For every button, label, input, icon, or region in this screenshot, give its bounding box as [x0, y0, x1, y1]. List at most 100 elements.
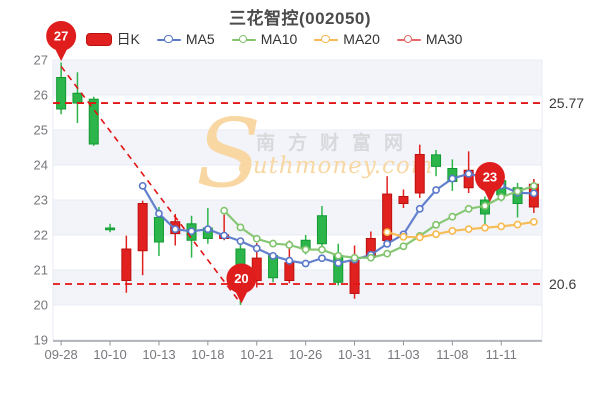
price-balloon-label: 27: [54, 28, 68, 43]
candle-body: [398, 196, 409, 204]
legend-item-ma30[interactable]: MA30: [396, 32, 462, 47]
ma5-marker: [203, 225, 212, 234]
reference-line-label: 20.6: [549, 276, 576, 292]
ma20-marker: [497, 222, 506, 231]
ma5-marker: [155, 209, 163, 218]
legend-label: MA5: [185, 31, 215, 47]
ma20-marker: [464, 225, 473, 234]
line-marker-icon: [314, 34, 339, 45]
trend-line: [60, 65, 242, 304]
ma10-marker: [513, 187, 522, 196]
ma5-marker: [138, 181, 147, 190]
x-axis-tick-label: 10-13: [142, 347, 175, 362]
x-axis-tick-label: 09-28: [45, 347, 78, 362]
y-axis-tick-label: 22: [34, 228, 48, 243]
candle-body: [88, 98, 99, 145]
ma10-marker: [301, 245, 310, 254]
ma5-marker: [448, 174, 457, 183]
page-title: 三花智控(002050): [228, 9, 372, 28]
candle-body: [137, 203, 148, 252]
legend-item-ma10[interactable]: MA10: [231, 31, 298, 47]
line-marker-icon: [231, 34, 256, 45]
legend-item-day-k[interactable]: 日K: [85, 32, 140, 47]
ma20-marker: [529, 217, 538, 226]
candle-body: [56, 77, 67, 110]
ma5-marker: [529, 189, 538, 198]
ma10-marker: [481, 201, 489, 210]
ma20-marker: [481, 223, 489, 232]
y-axis-tick-label: 21: [34, 263, 48, 278]
ma10-marker: [497, 193, 506, 201]
y-axis-tick-label: 20: [34, 298, 48, 313]
ma10-marker: [318, 245, 326, 254]
ma20-marker: [448, 226, 457, 235]
ma5-marker: [383, 239, 392, 248]
candle-body: [431, 154, 442, 167]
ma10-marker: [285, 241, 294, 249]
price-balloon: [46, 20, 77, 51]
ma5-marker: [187, 227, 196, 236]
candlestick-swatch-icon: [85, 33, 112, 46]
legend-item-ma20[interactable]: MA20: [314, 32, 380, 47]
ma10-marker: [269, 239, 277, 248]
ma20-marker: [513, 220, 522, 229]
ma5-marker: [464, 169, 473, 178]
ma10-marker: [399, 242, 408, 251]
ma10-marker: [464, 204, 473, 213]
price-balloon: [226, 263, 257, 294]
grid-band: [53, 130, 542, 165]
y-axis-tick-label: 25: [34, 123, 48, 138]
candle-body: [121, 248, 132, 281]
y-axis-tick-label: 23: [34, 193, 48, 208]
chart-legend: 日K MA5 MA10 MA20 MA30: [0, 32, 600, 47]
grid-band: [53, 60, 542, 95]
ma10-marker: [448, 212, 457, 221]
ma20-marker: [432, 230, 440, 239]
legend-label: MA10: [260, 31, 298, 47]
watermark-s-swirl-icon: S: [196, 99, 261, 209]
ma5-marker: [252, 244, 261, 253]
ma5-marker: [301, 259, 310, 268]
x-axis-tick-label: 10-31: [338, 347, 371, 362]
candle-body: [316, 215, 327, 245]
reference-line-label: 25.77: [549, 95, 584, 111]
ma5-marker: [415, 204, 424, 213]
ma5-marker: [432, 186, 440, 194]
x-axis-tick-label: 10-10: [93, 347, 126, 362]
candle-body: [105, 227, 116, 231]
candle-body: [349, 260, 360, 294]
ma5-marker: [171, 225, 180, 234]
ma20-marker: [415, 233, 424, 242]
watermark: S 南方财富网 outhmoney.com: [196, 99, 434, 209]
legend-item-ma5[interactable]: MA5: [156, 31, 215, 47]
legend-label: MA20: [343, 31, 380, 47]
ma10-marker: [220, 206, 229, 215]
x-axis-tick-label: 10-21: [240, 347, 273, 362]
candle-body: [284, 262, 295, 281]
line-marker-icon: [156, 34, 181, 45]
ma10-marker: [432, 220, 440, 229]
ma10-marker: [350, 253, 359, 262]
line-marker-icon: [396, 34, 421, 45]
ma10-marker: [236, 223, 245, 232]
ma10-marker: [252, 234, 261, 243]
x-axis-tick-label: 10-26: [289, 347, 322, 362]
x-axis-tick-label: 11-08: [436, 347, 468, 362]
ma5-marker: [220, 231, 229, 240]
ma10-marker: [383, 249, 392, 258]
x-axis-tick-label: 10-18: [191, 347, 224, 362]
ma5-marker: [285, 256, 294, 265]
price-balloon: [474, 162, 505, 192]
grid-band: [53, 270, 542, 305]
candle-body: [414, 154, 425, 194]
ma10-marker: [334, 251, 343, 260]
candle-body: [72, 92, 83, 104]
ma20-marker: [399, 232, 408, 241]
watermark-brand-en: outhmoney.com: [238, 153, 434, 179]
y-axis-tick-label: 27: [34, 53, 48, 68]
x-axis-tick-label: 11-03: [387, 347, 419, 362]
ma10-marker: [366, 253, 375, 262]
y-axis-tick-label: 26: [34, 88, 48, 103]
y-axis-tick-label: 24: [34, 158, 48, 173]
